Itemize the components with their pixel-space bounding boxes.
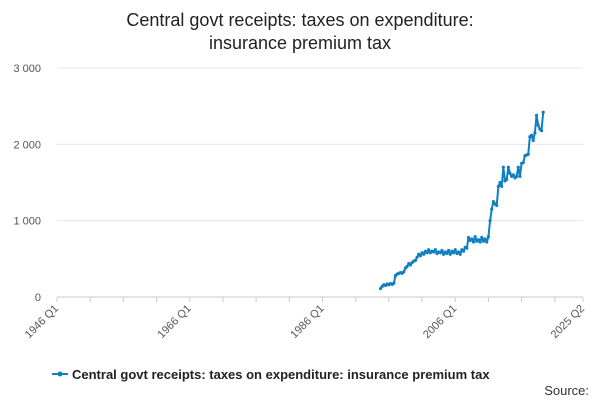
x-axis: 1946 Q1 1966 Q1 1986 Q1 2006 Q1 2025 Q2 [23, 296, 587, 341]
data-point[interactable] [515, 174, 519, 178]
data-point[interactable] [485, 240, 489, 244]
data-point[interactable] [490, 207, 494, 211]
data-point[interactable] [405, 264, 409, 269]
x-tick-label: 2006 Q1 [421, 303, 459, 341]
data-point[interactable] [500, 184, 504, 188]
legend-label: Central govt receipts: taxes on expendit… [72, 367, 490, 382]
legend-marker [57, 371, 63, 377]
x-tick-label: 2025 Q2 [549, 303, 587, 341]
data-point[interactable] [471, 240, 476, 244]
data-point[interactable] [378, 287, 383, 291]
data-point[interactable] [486, 235, 491, 239]
x-tick-label: 1986 Q1 [288, 303, 326, 341]
data-point[interactable] [392, 281, 396, 285]
data-point[interactable] [508, 171, 512, 175]
data-point[interactable] [480, 235, 484, 240]
data-point[interactable] [498, 180, 502, 185]
data-point[interactable] [453, 248, 457, 252]
data-point[interactable] [415, 255, 419, 259]
data-point[interactable] [541, 110, 545, 114]
gridlines [57, 67, 583, 222]
source-label: Source: [544, 383, 589, 398]
data-point[interactable] [481, 239, 486, 243]
data-point[interactable] [531, 138, 535, 143]
data-point[interactable] [446, 248, 451, 253]
data-point[interactable] [466, 235, 471, 240]
data-point[interactable] [445, 251, 449, 256]
data-point[interactable] [495, 203, 499, 207]
data-point[interactable] [488, 219, 492, 223]
data-point[interactable] [427, 248, 431, 252]
data-point[interactable] [451, 251, 456, 255]
data-point[interactable] [413, 258, 418, 262]
y-tick-label: 3 000 [13, 63, 41, 75]
data-point[interactable] [442, 252, 446, 256]
data-point[interactable] [438, 251, 442, 255]
data-point[interactable] [458, 252, 462, 256]
x-tick-label: 1946 Q1 [23, 303, 61, 341]
data-point[interactable] [470, 237, 474, 241]
data-point[interactable] [534, 113, 539, 117]
data-point[interactable] [473, 235, 477, 239]
x-tick-label: 1966 Q1 [156, 303, 194, 341]
data-point[interactable] [422, 252, 426, 256]
data-point[interactable] [483, 237, 487, 241]
data-point[interactable] [440, 248, 444, 253]
data-point[interactable] [491, 199, 495, 204]
data-point[interactable] [418, 254, 422, 258]
data-point[interactable] [433, 248, 437, 252]
data-point[interactable] [501, 165, 505, 169]
data-point[interactable] [465, 246, 469, 250]
data-point[interactable] [432, 250, 436, 254]
data-point[interactable] [516, 165, 520, 169]
data-point[interactable] [539, 128, 544, 133]
data-point[interactable] [529, 133, 534, 137]
data-point[interactable] [496, 184, 500, 188]
data-point[interactable] [526, 152, 530, 156]
data-point[interactable] [448, 252, 452, 256]
y-axis: 0 1 000 2 000 3 000 [13, 63, 41, 304]
y-tick-label: 0 [35, 292, 41, 304]
y-tick-label: 2 000 [13, 139, 41, 151]
data-point[interactable] [478, 240, 482, 244]
y-tick-label: 1 000 [13, 216, 41, 228]
legend[interactable]: Central govt receipts: taxes on expendit… [52, 367, 490, 382]
data-point[interactable] [521, 161, 525, 165]
data-point[interactable] [476, 238, 481, 242]
data-point[interactable] [533, 131, 537, 135]
data-point[interactable] [536, 123, 540, 127]
data-point[interactable] [456, 250, 461, 254]
data-point[interactable] [518, 174, 522, 178]
chart-title: Central govt receipts: taxes on expendit… [126, 10, 473, 53]
series-layer [378, 110, 545, 291]
data-point[interactable] [511, 173, 515, 177]
series-line [379, 112, 545, 290]
data-point[interactable] [506, 165, 510, 169]
data-point[interactable] [402, 270, 406, 274]
data-point[interactable] [425, 251, 429, 255]
data-point[interactable] [408, 263, 413, 267]
data-point[interactable] [461, 249, 466, 253]
data-point[interactable] [505, 177, 509, 182]
